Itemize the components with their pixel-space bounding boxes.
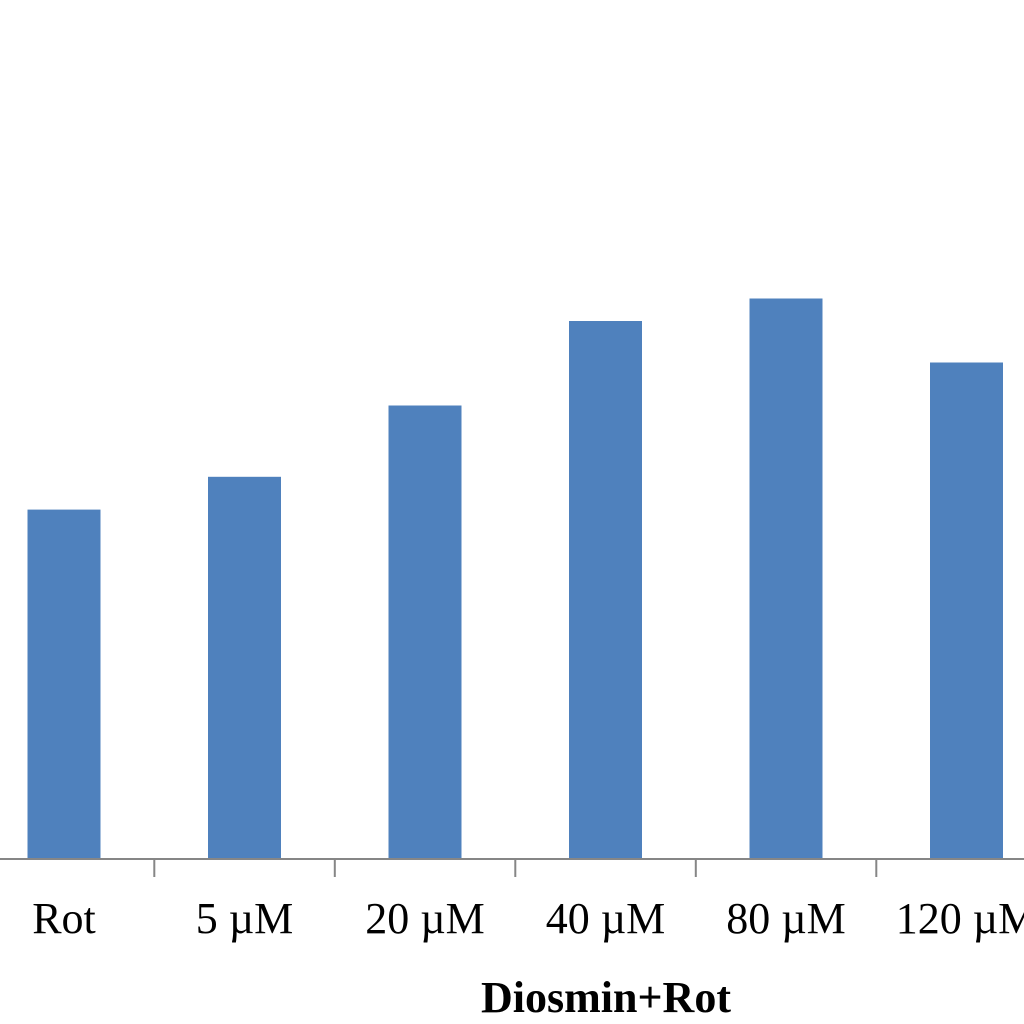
bar-3	[569, 321, 642, 859]
x-tick-label-1: 5 µM	[196, 894, 293, 943]
x-tick-label-3: 40 µM	[546, 894, 665, 943]
bars-layer	[27, 298, 1003, 859]
x-axis-group-label: Diosmin+Rot	[481, 973, 731, 1022]
x-tick-label-4: 80 µM	[726, 894, 845, 943]
bar-5	[930, 362, 1003, 859]
x-tick-labels: Rot 5 µM 20 µM 40 µM 80 µM 120 µM	[32, 894, 1024, 943]
x-tick-label-0: Rot	[32, 894, 96, 943]
bar-4	[749, 298, 823, 859]
bar-0	[27, 509, 101, 859]
x-tick-label-5: 120 µM	[896, 894, 1024, 943]
bar-1	[208, 476, 281, 859]
x-tick-label-2: 20 µM	[365, 894, 484, 943]
x-axis	[0, 858, 1024, 877]
bar-2	[388, 405, 462, 859]
